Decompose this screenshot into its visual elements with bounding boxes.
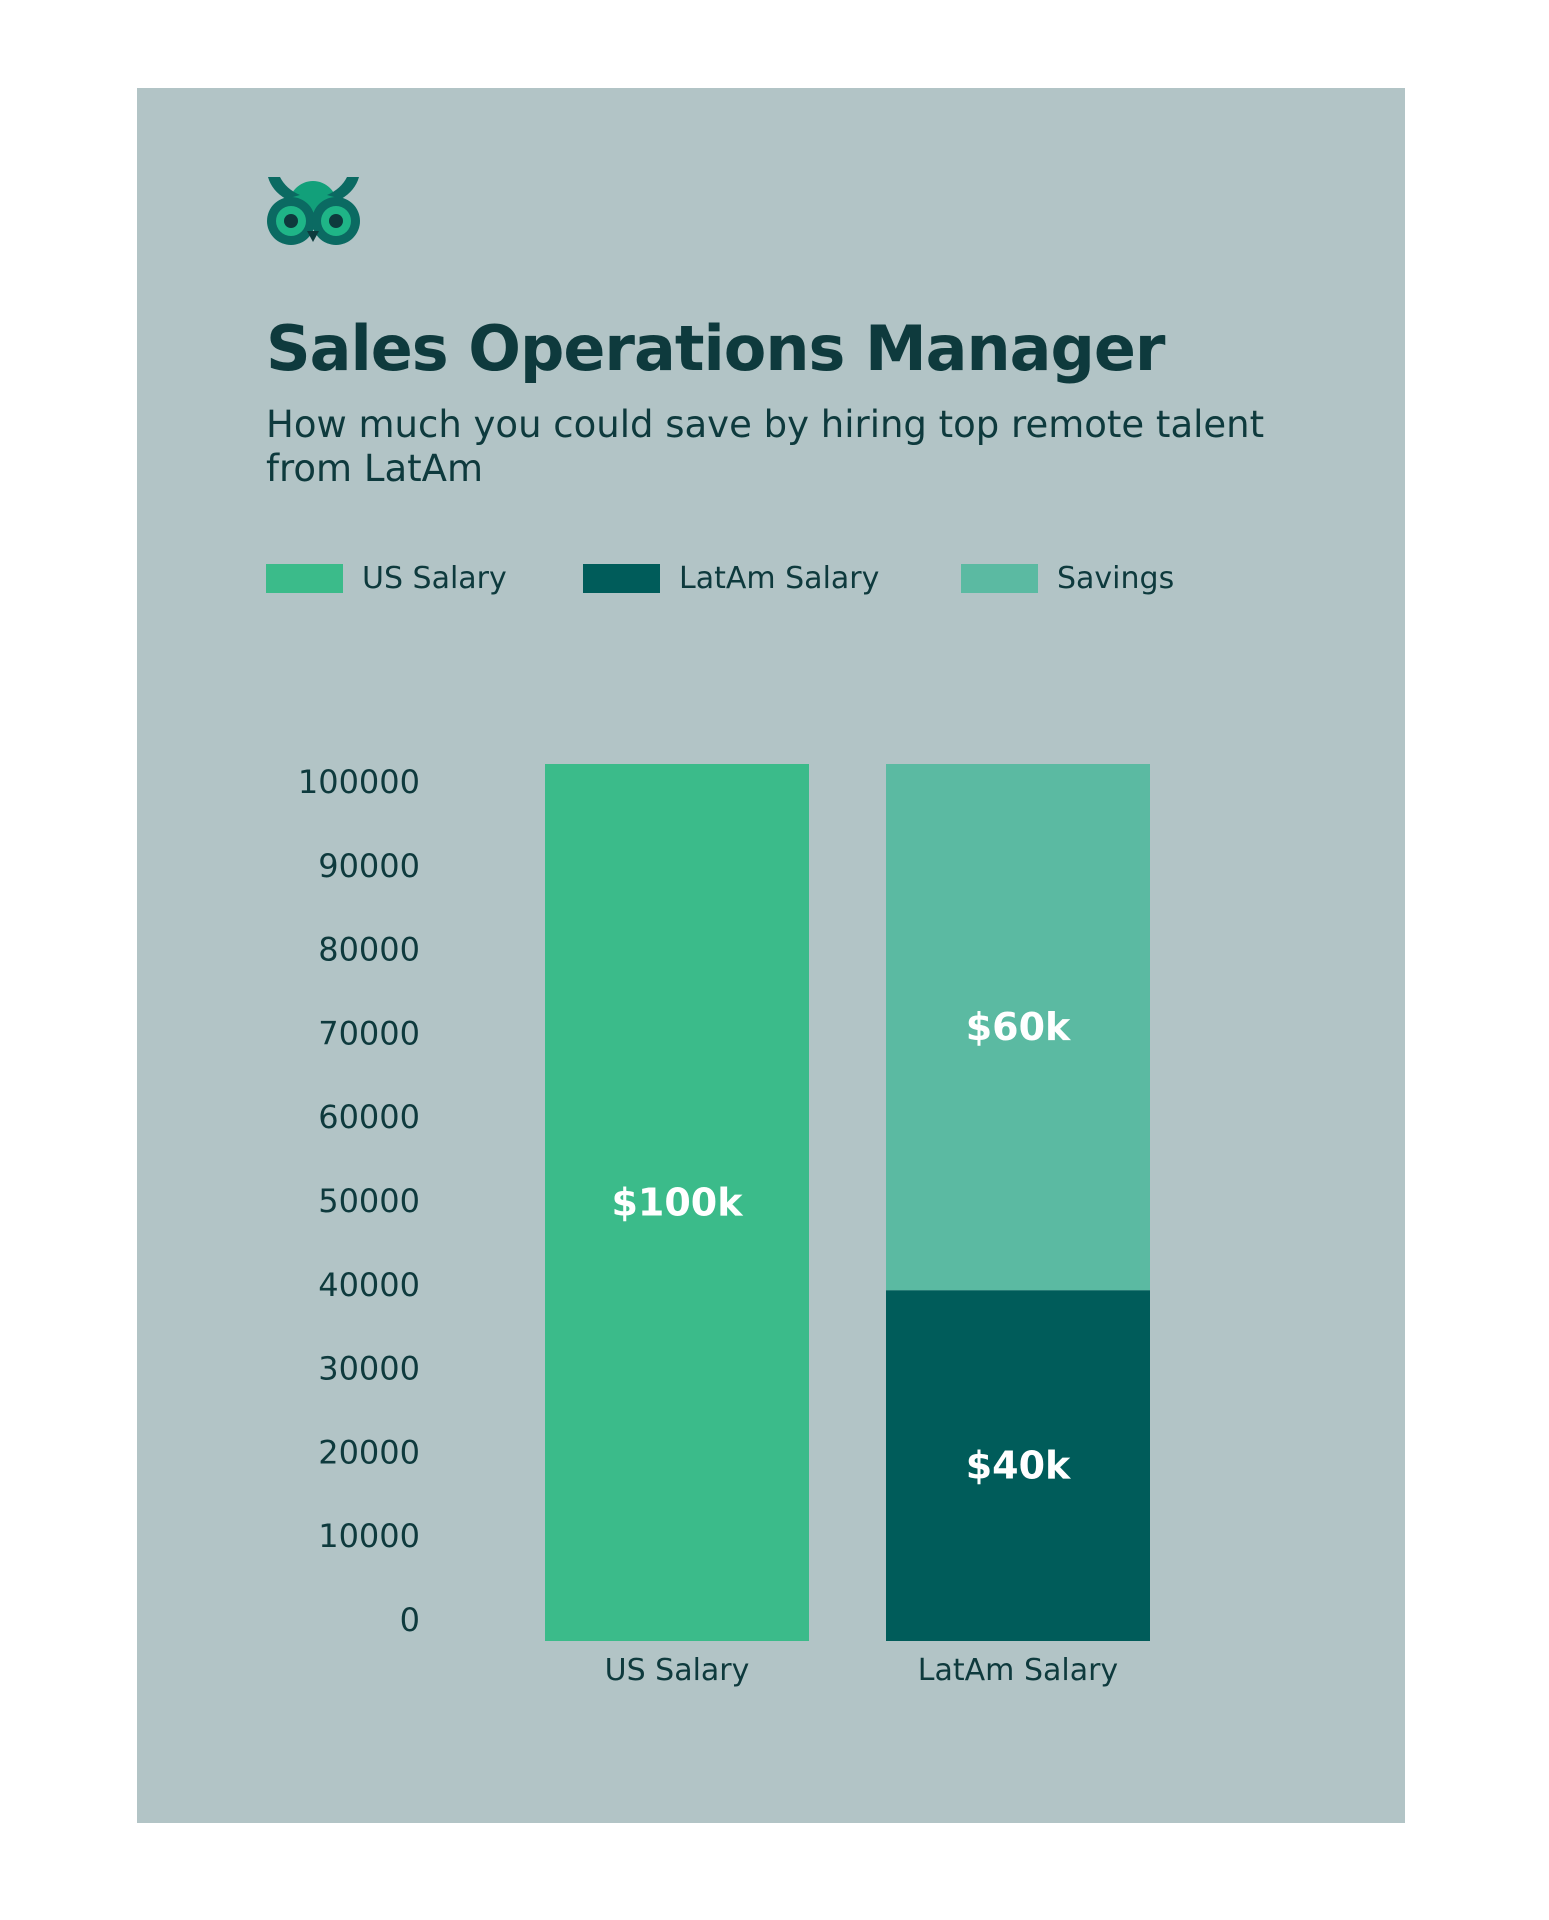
legend-swatch	[266, 563, 343, 593]
bar-value-label: $100k	[611, 1181, 743, 1225]
legend-label: US Salary	[362, 560, 507, 596]
legend-label: LatAm Salary	[679, 560, 880, 596]
y-tick-label: 70000	[318, 1014, 420, 1052]
page-subtitle: How much you could save by hiring top re…	[266, 403, 1265, 490]
bar-value-label: $60k	[966, 1005, 1071, 1049]
bar-segment	[886, 1290, 1150, 1641]
legend-label: Savings	[1057, 560, 1175, 596]
owl-logo-icon	[267, 177, 360, 245]
legend-item-savings: Savings	[961, 560, 1174, 596]
y-tick-label: 60000	[318, 1098, 420, 1136]
y-tick-label: 100000	[298, 763, 420, 801]
x-category-label: US Salary	[605, 1653, 750, 1688]
bar-segment	[545, 764, 809, 1641]
legend-item-us-salary: US Salary	[266, 560, 507, 596]
y-tick-label: 20000	[318, 1433, 420, 1471]
y-tick-label: 90000	[318, 847, 420, 885]
legend-item-latam-salary: LatAm Salary	[583, 560, 879, 596]
legend-swatch	[583, 563, 660, 593]
y-tick-label: 80000	[318, 931, 420, 969]
bar-value-label: $40k	[966, 1444, 1071, 1488]
page-title: Sales Operations Manager	[266, 312, 1165, 385]
y-tick-label: 40000	[318, 1266, 420, 1304]
y-tick-label: 30000	[318, 1350, 420, 1388]
x-category-label: LatAm Salary	[918, 1653, 1118, 1688]
legend-swatch	[961, 563, 1038, 593]
y-tick-label: 0	[400, 1601, 420, 1639]
bar-segment	[886, 764, 1150, 1291]
y-tick-label: 10000	[318, 1517, 420, 1555]
y-tick-label: 50000	[318, 1182, 420, 1220]
